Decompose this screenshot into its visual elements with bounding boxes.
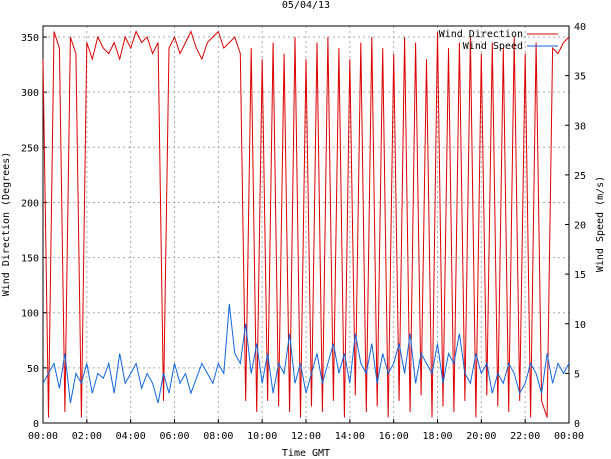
series-wind-speed — [42, 303, 570, 404]
x-tick-label: 08:00 — [203, 431, 233, 442]
left-tick-label: 200 — [21, 198, 39, 209]
right-tick-label: 20 — [574, 221, 586, 232]
right-tick-label: 35 — [574, 72, 586, 83]
right-axis-ticks: 0 5 10 15 20 25 30 35 40 — [565, 22, 586, 430]
left-tick-label: 0 — [33, 419, 39, 430]
right-tick-label: 15 — [574, 270, 586, 281]
right-tick-label: 10 — [574, 320, 586, 331]
series-wind-direction — [42, 30, 570, 418]
x-tick-label: 10:00 — [247, 431, 277, 442]
right-tick-label: 25 — [574, 171, 586, 182]
x-tick-label: 04:00 — [116, 431, 146, 442]
left-tick-label: 300 — [21, 88, 39, 99]
x-tick-label: 18:00 — [422, 431, 452, 442]
legend-label-wind-speed: Wind Speed — [463, 41, 523, 52]
x-tick-label: 16:00 — [379, 431, 409, 442]
legend-label-wind-direction: Wind Direction — [439, 29, 523, 40]
chart-title: 05/04/13 — [282, 0, 330, 11]
x-tick-label: 20:00 — [466, 431, 496, 442]
x-axis-ticks: 00:00 02:00 04:00 06:00 08:00 10:00 12:00 14:00… — [28, 419, 584, 442]
left-tick-label: 100 — [21, 309, 39, 320]
right-tick-label: 30 — [574, 121, 586, 132]
x-tick-label: 00:00 — [554, 431, 584, 442]
right-tick-label: 5 — [574, 369, 580, 380]
x-tick-label: 02:00 — [72, 431, 102, 442]
x-tick-label: 14:00 — [335, 431, 365, 442]
grid — [43, 26, 569, 423]
left-tick-label: 150 — [21, 254, 39, 265]
y-axis-label-right: Wind Speed (m/s) — [595, 176, 606, 272]
x-axis-label: Time GMT — [282, 448, 330, 459]
left-tick-label: 50 — [27, 364, 39, 375]
right-tick-label: 0 — [574, 419, 580, 430]
left-tick-label: 350 — [21, 33, 39, 44]
x-tick-label: 06:00 — [159, 431, 189, 442]
x-tick-label: 00:00 — [28, 431, 58, 442]
x-tick-label: 12:00 — [291, 431, 321, 442]
right-tick-label: 40 — [574, 22, 586, 33]
legend: Wind Direction Wind Speed — [439, 29, 558, 52]
series-layer — [42, 30, 570, 418]
x-tick-label: 22:00 — [510, 431, 540, 442]
y-axis-label-left: Wind Direction (Degrees) — [1, 152, 12, 297]
left-tick-label: 250 — [21, 143, 39, 154]
